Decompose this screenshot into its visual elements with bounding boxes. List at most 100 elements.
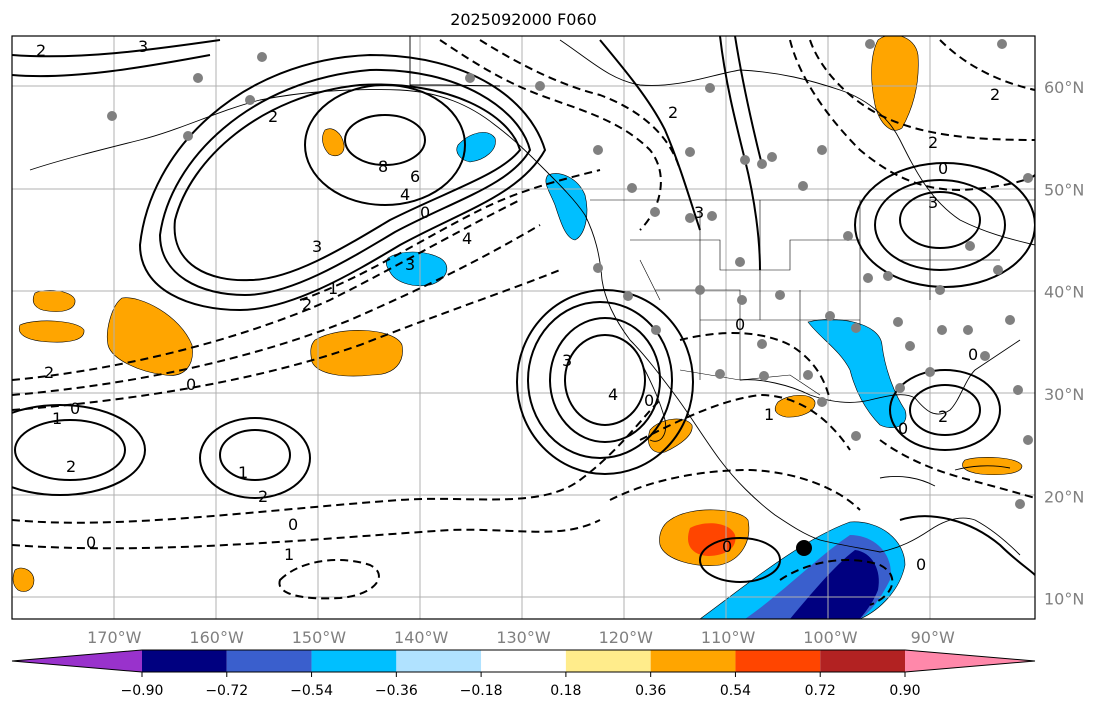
lat-tick-label: 10°N [1044, 590, 1084, 609]
svg-text:8: 8 [378, 157, 388, 176]
svg-text:0: 0 [86, 533, 96, 552]
colorbar-tick-label: −0.72 [205, 683, 248, 699]
svg-text:0: 0 [420, 203, 430, 222]
dashed-contours [12, 39, 1035, 606]
svg-text:0: 0 [722, 537, 732, 556]
colorbar-tick-label: 0.36 [635, 683, 666, 699]
lon-tick-label: 170°W [87, 628, 142, 647]
svg-text:3: 3 [312, 237, 322, 256]
lon-tick-label: 140°W [394, 628, 449, 647]
svg-text:0: 0 [735, 315, 745, 334]
svg-text:6: 6 [410, 167, 420, 186]
svg-text:2: 2 [938, 407, 948, 426]
svg-text:4: 4 [462, 229, 472, 248]
lon-tick-label: 160°W [189, 628, 244, 647]
map-title: 2025092000 F060 [450, 10, 597, 29]
svg-text:0: 0 [938, 159, 948, 178]
svg-text:2: 2 [44, 363, 54, 382]
lon-tick-label: 130°W [496, 628, 551, 647]
map-frame [11, 35, 1036, 620]
svg-text:0: 0 [186, 375, 196, 394]
lon-tick-label: 110°W [701, 628, 756, 647]
svg-text:3: 3 [928, 193, 938, 212]
shade-orange-west-tropics [12, 567, 35, 592]
lat-tick-label: 20°N [1044, 487, 1084, 506]
longitude-tick-labels: 170°W 160°W 150°W 140°W 130°W 120°W 110°W 100°W… [87, 628, 955, 647]
svg-text:2: 2 [258, 487, 268, 506]
svg-text:2: 2 [66, 457, 76, 476]
colorbar-segment [650, 650, 736, 672]
latitude-tick-labels: 60°N 50°N 40°N 30°N 20°N 10°N [1044, 78, 1084, 608]
colorbar-segment [226, 650, 312, 672]
lat-tick-label: 30°N [1044, 385, 1084, 404]
svg-text:3: 3 [138, 37, 148, 56]
svg-text:1: 1 [328, 279, 338, 298]
shade-blue-gulf [807, 319, 907, 429]
shade-orange-alaska-small [322, 128, 345, 156]
lat-tick-label: 40°N [1044, 283, 1084, 302]
colorbar-tick-label: 0.72 [805, 683, 836, 699]
shade-red-tropical-pacific [688, 523, 736, 556]
svg-text:4: 4 [400, 185, 410, 204]
colorbar-segment [565, 650, 651, 672]
svg-text:0: 0 [916, 555, 926, 574]
station-markers [107, 39, 1033, 509]
shade-orange-hudson [871, 36, 919, 131]
colorbar-tick-labels: −0.90 −0.72 −0.54 −0.36 −0.18 0.18 0.36 0.54 0.7… [121, 672, 921, 699]
graticule [12, 36, 1035, 619]
colorbar-segment [735, 650, 821, 672]
colorbar-tick-label: 0.18 [550, 683, 581, 699]
lon-tick-label: 120°W [599, 628, 654, 647]
svg-text:3: 3 [405, 255, 415, 274]
colorbar-segment [311, 650, 397, 672]
colorbar-segment [481, 650, 566, 672]
colorbar-segment [142, 650, 227, 672]
svg-text:3: 3 [694, 203, 704, 222]
colorbar-segment [820, 650, 905, 672]
svg-text:2: 2 [928, 133, 938, 152]
coastlines [29, 36, 1035, 556]
political-borders [590, 199, 1035, 396]
shade-blue-alaska [456, 132, 496, 163]
contour-labels: 2 3 2 8 6 4 0 3 2 1 3 4 2 1 0 1 2 0 3 4 … [36, 37, 1000, 574]
colorbar-tick-label: 0.54 [720, 683, 751, 699]
svg-text:2: 2 [302, 295, 312, 314]
lat-tick-label: 60°N [1044, 78, 1084, 97]
shade-orange-hawaii [310, 330, 403, 377]
colorbar-tick-label: −0.18 [460, 683, 503, 699]
svg-text:1: 1 [238, 463, 248, 482]
solid-contours [12, 36, 1035, 583]
colorbar-extend-high [905, 650, 1035, 672]
shade-blue-pacnw [545, 173, 588, 241]
svg-text:2: 2 [36, 41, 46, 60]
shade-navy-east-pacific [790, 550, 879, 619]
lon-tick-label: 100°W [803, 628, 858, 647]
colorbar-tick-label: 0.90 [889, 683, 920, 699]
lat-tick-label: 50°N [1044, 180, 1084, 199]
svg-text:4: 4 [608, 385, 618, 404]
svg-text:1: 1 [764, 405, 774, 424]
svg-text:0: 0 [968, 345, 978, 364]
colorbar-tick-label: −0.90 [121, 683, 164, 699]
shade-orange-texas [774, 394, 816, 418]
svg-text:0: 0 [644, 391, 654, 410]
storm-center-marker [796, 540, 812, 556]
colorbar-tick-label: −0.54 [290, 683, 333, 699]
shade-orange-dateline-1 [32, 290, 76, 312]
svg-text:2: 2 [668, 103, 678, 122]
lon-tick-label: 150°W [292, 628, 347, 647]
svg-text:1: 1 [52, 409, 62, 428]
svg-text:2: 2 [268, 107, 278, 126]
svg-text:0: 0 [70, 399, 80, 418]
colorbar-segment [396, 650, 482, 672]
colorbar-tick-label: −0.36 [375, 683, 418, 699]
shade-orange-dateline-2 [18, 320, 85, 343]
shade-blue-subtropics [385, 251, 448, 287]
svg-text:3: 3 [562, 351, 572, 370]
svg-text:2: 2 [990, 85, 1000, 104]
colorbar [11, 649, 1036, 673]
svg-text:1: 1 [284, 545, 294, 564]
shade-orange-west-pacific [107, 297, 193, 376]
svg-text:0: 0 [288, 515, 298, 534]
